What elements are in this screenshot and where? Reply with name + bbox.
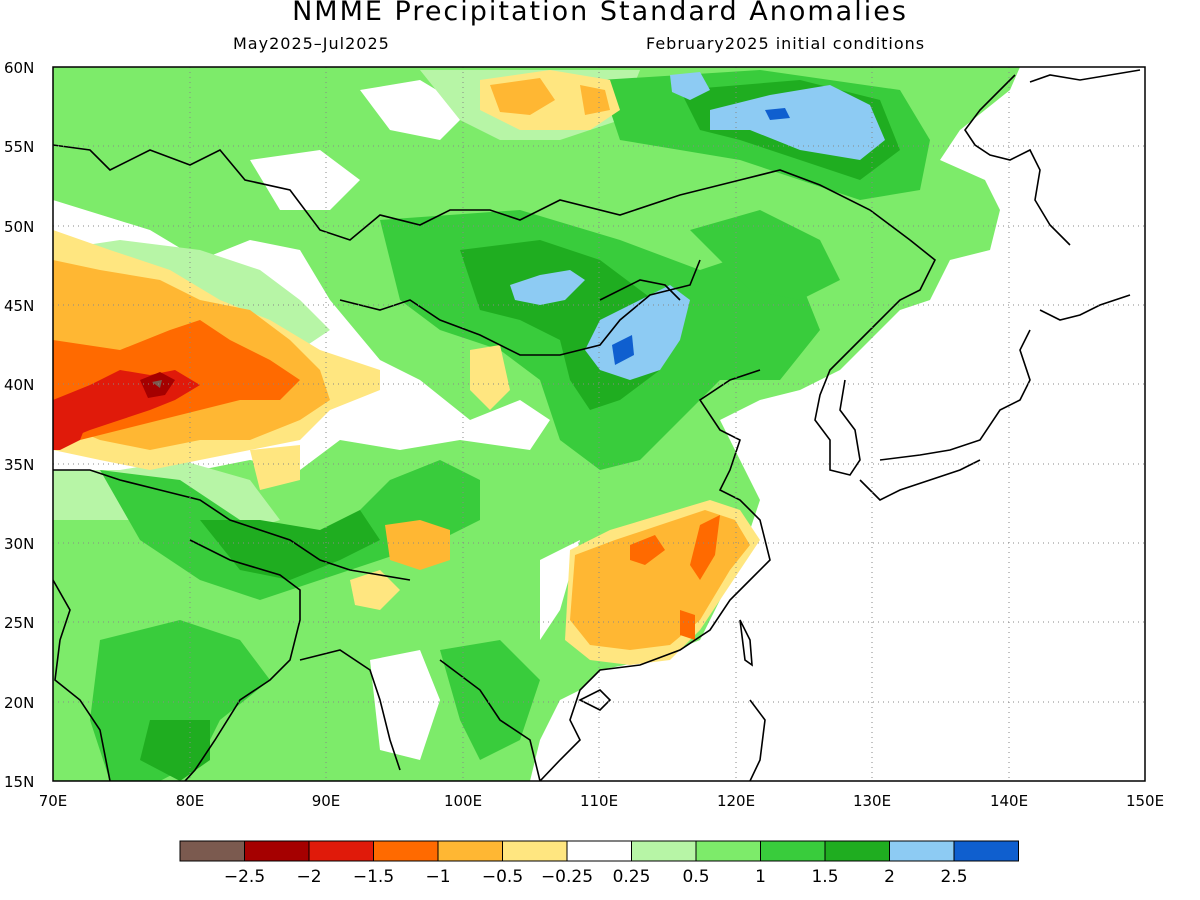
lat-label: 50N	[4, 218, 34, 236]
map-frame	[52, 66, 1146, 782]
lon-label: 120E	[717, 792, 755, 810]
lon-label: 90E	[312, 792, 341, 810]
colorbar-swatch	[953, 840, 1019, 862]
colorbar-swatch	[695, 840, 761, 862]
latitude-labels: 60N 55N 50N 45N 40N 35N 30N 25N 20N 15N	[4, 59, 34, 791]
lat-label: 20N	[4, 694, 34, 712]
lat-label: 25N	[4, 614, 34, 632]
colorbar-label: 0.25	[613, 867, 651, 887]
colorbar-label: 1.5	[811, 867, 838, 887]
colorbar-labels: −2.5 −2 −1.5 −1 −0.5 −0.25 0.25 0.5 1 1.5 2 2.5	[224, 867, 968, 887]
lat-label: 45N	[4, 297, 34, 315]
colorbar-label: −0.25	[541, 867, 593, 887]
colorbar-swatch	[889, 840, 955, 862]
colorbar-swatch	[244, 840, 310, 862]
grid-lines	[53, 67, 1145, 781]
colorbar-swatch	[179, 840, 245, 862]
colorbar-swatch	[824, 840, 890, 862]
subtitle-initial-conditions: February2025 initial conditions	[646, 34, 926, 53]
coastlines	[53, 69, 1141, 781]
colorbar-label: 2.5	[940, 867, 967, 887]
lat-label: 40N	[4, 376, 34, 394]
colorbar-label: 2	[884, 867, 895, 887]
lon-label: 100E	[444, 792, 482, 810]
lon-label: 80E	[176, 792, 205, 810]
anomaly-field	[53, 67, 1145, 781]
colorbar-label: −1	[425, 867, 450, 887]
colorbar-label: 1	[755, 867, 766, 887]
colorbar-label: −1.5	[353, 867, 394, 887]
lat-label: 35N	[4, 456, 34, 474]
colorbar-label: −2	[296, 867, 321, 887]
colorbar-label: −0.5	[482, 867, 523, 887]
colorbar-swatch	[631, 840, 697, 862]
colorbar	[179, 840, 1019, 862]
colorbar-swatch	[760, 840, 826, 862]
lat-label: 15N	[4, 773, 34, 791]
lat-label: 55N	[4, 138, 34, 156]
colorbar-swatch	[566, 840, 632, 862]
lat-label: 30N	[4, 535, 34, 553]
lat-label: 60N	[4, 59, 34, 77]
longitude-labels: 70E 80E 90E 100E 110E 120E 130E 140E 150…	[39, 792, 1164, 810]
colorbar-swatch	[437, 840, 503, 862]
colorbar-label: −2.5	[224, 867, 265, 887]
lon-label: 140E	[990, 792, 1028, 810]
subtitle-period: May2025–Jul2025	[233, 34, 390, 53]
colorbar-swatch	[308, 840, 374, 862]
colorbar-label: 0.5	[682, 867, 709, 887]
lon-label: 70E	[39, 792, 68, 810]
colorbar-swatch	[502, 840, 568, 862]
lon-label: 150E	[1126, 792, 1164, 810]
lon-label: 130E	[853, 792, 891, 810]
map-title: NMME Precipitation Standard Anomalies	[292, 0, 908, 27]
lon-label: 110E	[580, 792, 618, 810]
colorbar-swatch	[373, 840, 439, 862]
